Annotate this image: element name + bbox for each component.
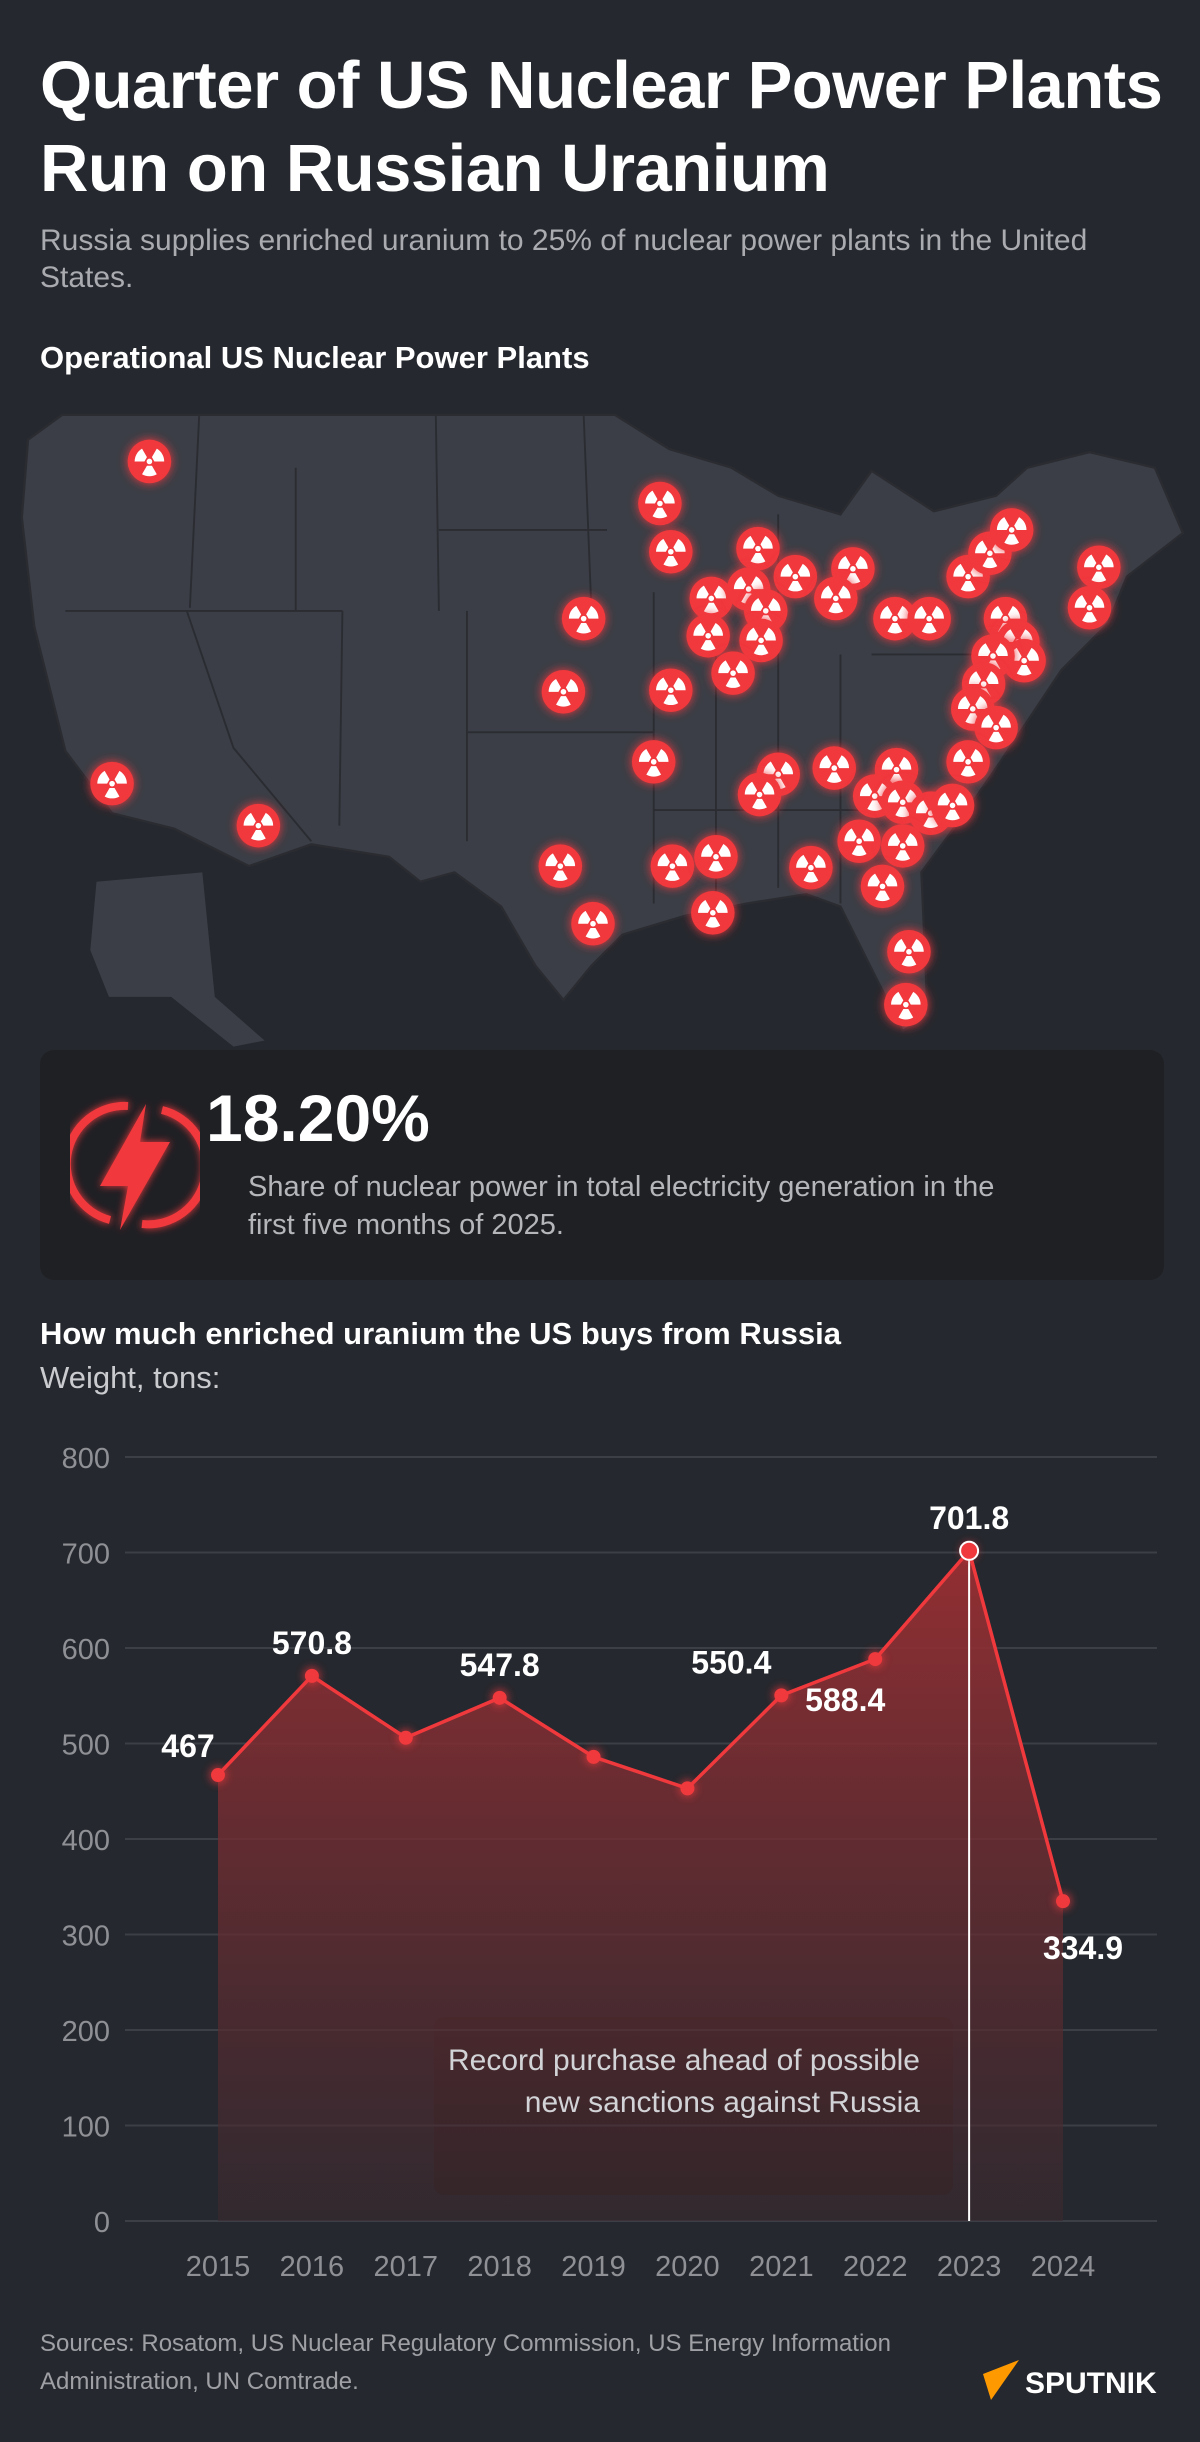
x-tick-label: 2017 — [374, 2251, 439, 2283]
sputnik-logo: SPUTNIK — [983, 2360, 1157, 2400]
chart-y-label: Weight, tons: — [40, 1360, 221, 1395]
x-tick-label: 2019 — [561, 2251, 626, 2283]
annotation-text: Record purchase ahead of possible new sa… — [448, 2044, 920, 2119]
radiation-icon — [649, 529, 693, 574]
series-line — [216, 1547, 1065, 1902]
radiation-icon — [571, 901, 615, 946]
data-point — [398, 1730, 413, 1745]
radiation-icon — [127, 439, 172, 484]
x-tick-label: 2021 — [749, 2251, 814, 2283]
data-label: 701.8 — [929, 1500, 1009, 1536]
data-label: 467 — [161, 1728, 214, 1764]
radiation-icon — [887, 929, 931, 974]
radiation-icon — [631, 740, 676, 784]
y-tick-label: 600 — [62, 1634, 110, 1666]
radiation-icon — [541, 670, 586, 714]
radiation-icon — [974, 705, 1018, 750]
radiation-icon — [691, 891, 735, 935]
radiation-icon — [689, 576, 734, 621]
radiation-icon — [638, 481, 682, 526]
x-tick-label: 2018 — [467, 2251, 532, 2283]
radiation-icon — [737, 772, 782, 817]
x-tick-label: 2016 — [280, 2251, 345, 2283]
stat-description: Share of nuclear power in total electric… — [248, 1171, 995, 1241]
chart-title: How much enriched uranium the US buys fr… — [40, 1316, 841, 1351]
radiation-icon — [694, 835, 738, 879]
radiation-icon — [946, 740, 990, 784]
radiation-icon — [561, 596, 606, 641]
x-tick-label: 2023 — [937, 2251, 1002, 2283]
y-tick-label: 100 — [62, 2112, 110, 2144]
data-label: 588.4 — [805, 1682, 885, 1718]
sources-note: Sources: Rosatom, US Nuclear Regulatory … — [40, 2330, 891, 2395]
x-tick-label: 2024 — [1031, 2251, 1096, 2283]
data-point — [211, 1768, 225, 1783]
stat-card — [40, 1050, 1164, 1280]
page-title: Quarter of US Nuclear Power Plants Run o… — [40, 48, 1163, 206]
y-tick-label: 300 — [62, 1921, 110, 1953]
y-tick-label: 700 — [62, 1539, 110, 1571]
radiation-icon — [650, 844, 695, 888]
radiation-icon — [538, 844, 583, 888]
x-tick-label: 2015 — [186, 2251, 251, 2283]
radiation-icon — [989, 508, 1034, 552]
x-tick-label: 2020 — [655, 2251, 720, 2283]
data-point — [492, 1690, 507, 1705]
data-label: 334.9 — [1043, 1930, 1123, 1966]
radiation-icon — [812, 746, 857, 790]
data-point — [304, 1668, 319, 1683]
logo-text: SPUTNIK — [1025, 2367, 1157, 2400]
radiation-icon — [814, 576, 858, 621]
radiation-icon — [860, 864, 905, 909]
radiation-icon — [649, 668, 693, 713]
radiation-icon — [1077, 545, 1121, 590]
radiation-icon — [739, 618, 783, 663]
data-point — [1056, 1894, 1070, 1909]
radiation-icon — [711, 651, 755, 695]
data-point — [774, 1688, 789, 1703]
alaska-shape — [90, 872, 265, 1047]
x-tick-label: 2022 — [843, 2251, 908, 2283]
radiation-icon — [90, 761, 134, 806]
data-point — [680, 1781, 695, 1796]
y-tick-label: 0 — [94, 2207, 110, 2239]
data-point — [868, 1652, 883, 1667]
radiation-icon — [837, 819, 881, 864]
data-label: 570.8 — [272, 1625, 352, 1661]
radiation-icon — [873, 596, 917, 641]
radiation-icon — [686, 613, 730, 658]
radiation-icon — [884, 982, 928, 1027]
radiation-icon — [1067, 585, 1112, 630]
radiation-icon — [773, 554, 818, 599]
data-label: 547.8 — [460, 1647, 540, 1683]
y-tick-label: 800 — [62, 1443, 110, 1475]
data-point — [959, 1540, 980, 1561]
map-title: Operational US Nuclear Power Plants — [40, 340, 590, 375]
data-point — [586, 1749, 601, 1764]
radiation-icon — [907, 596, 951, 641]
page-subtitle: Russia supplies enriched uranium to 25% … — [40, 224, 1088, 294]
area-fill — [218, 1550, 1063, 2221]
y-tick-label: 400 — [62, 1825, 110, 1857]
y-tick-label: 200 — [62, 2016, 110, 2048]
data-label: 550.4 — [691, 1644, 771, 1680]
radiation-icon — [236, 803, 281, 848]
radiation-icon — [789, 845, 833, 890]
radiation-icon — [880, 824, 925, 868]
radiation-icon — [736, 526, 780, 571]
y-tick-label: 500 — [62, 1730, 110, 1762]
lightning-icon — [70, 1101, 200, 1230]
radiation-icon — [930, 783, 975, 828]
stat-value: 18.20% — [206, 1081, 430, 1155]
